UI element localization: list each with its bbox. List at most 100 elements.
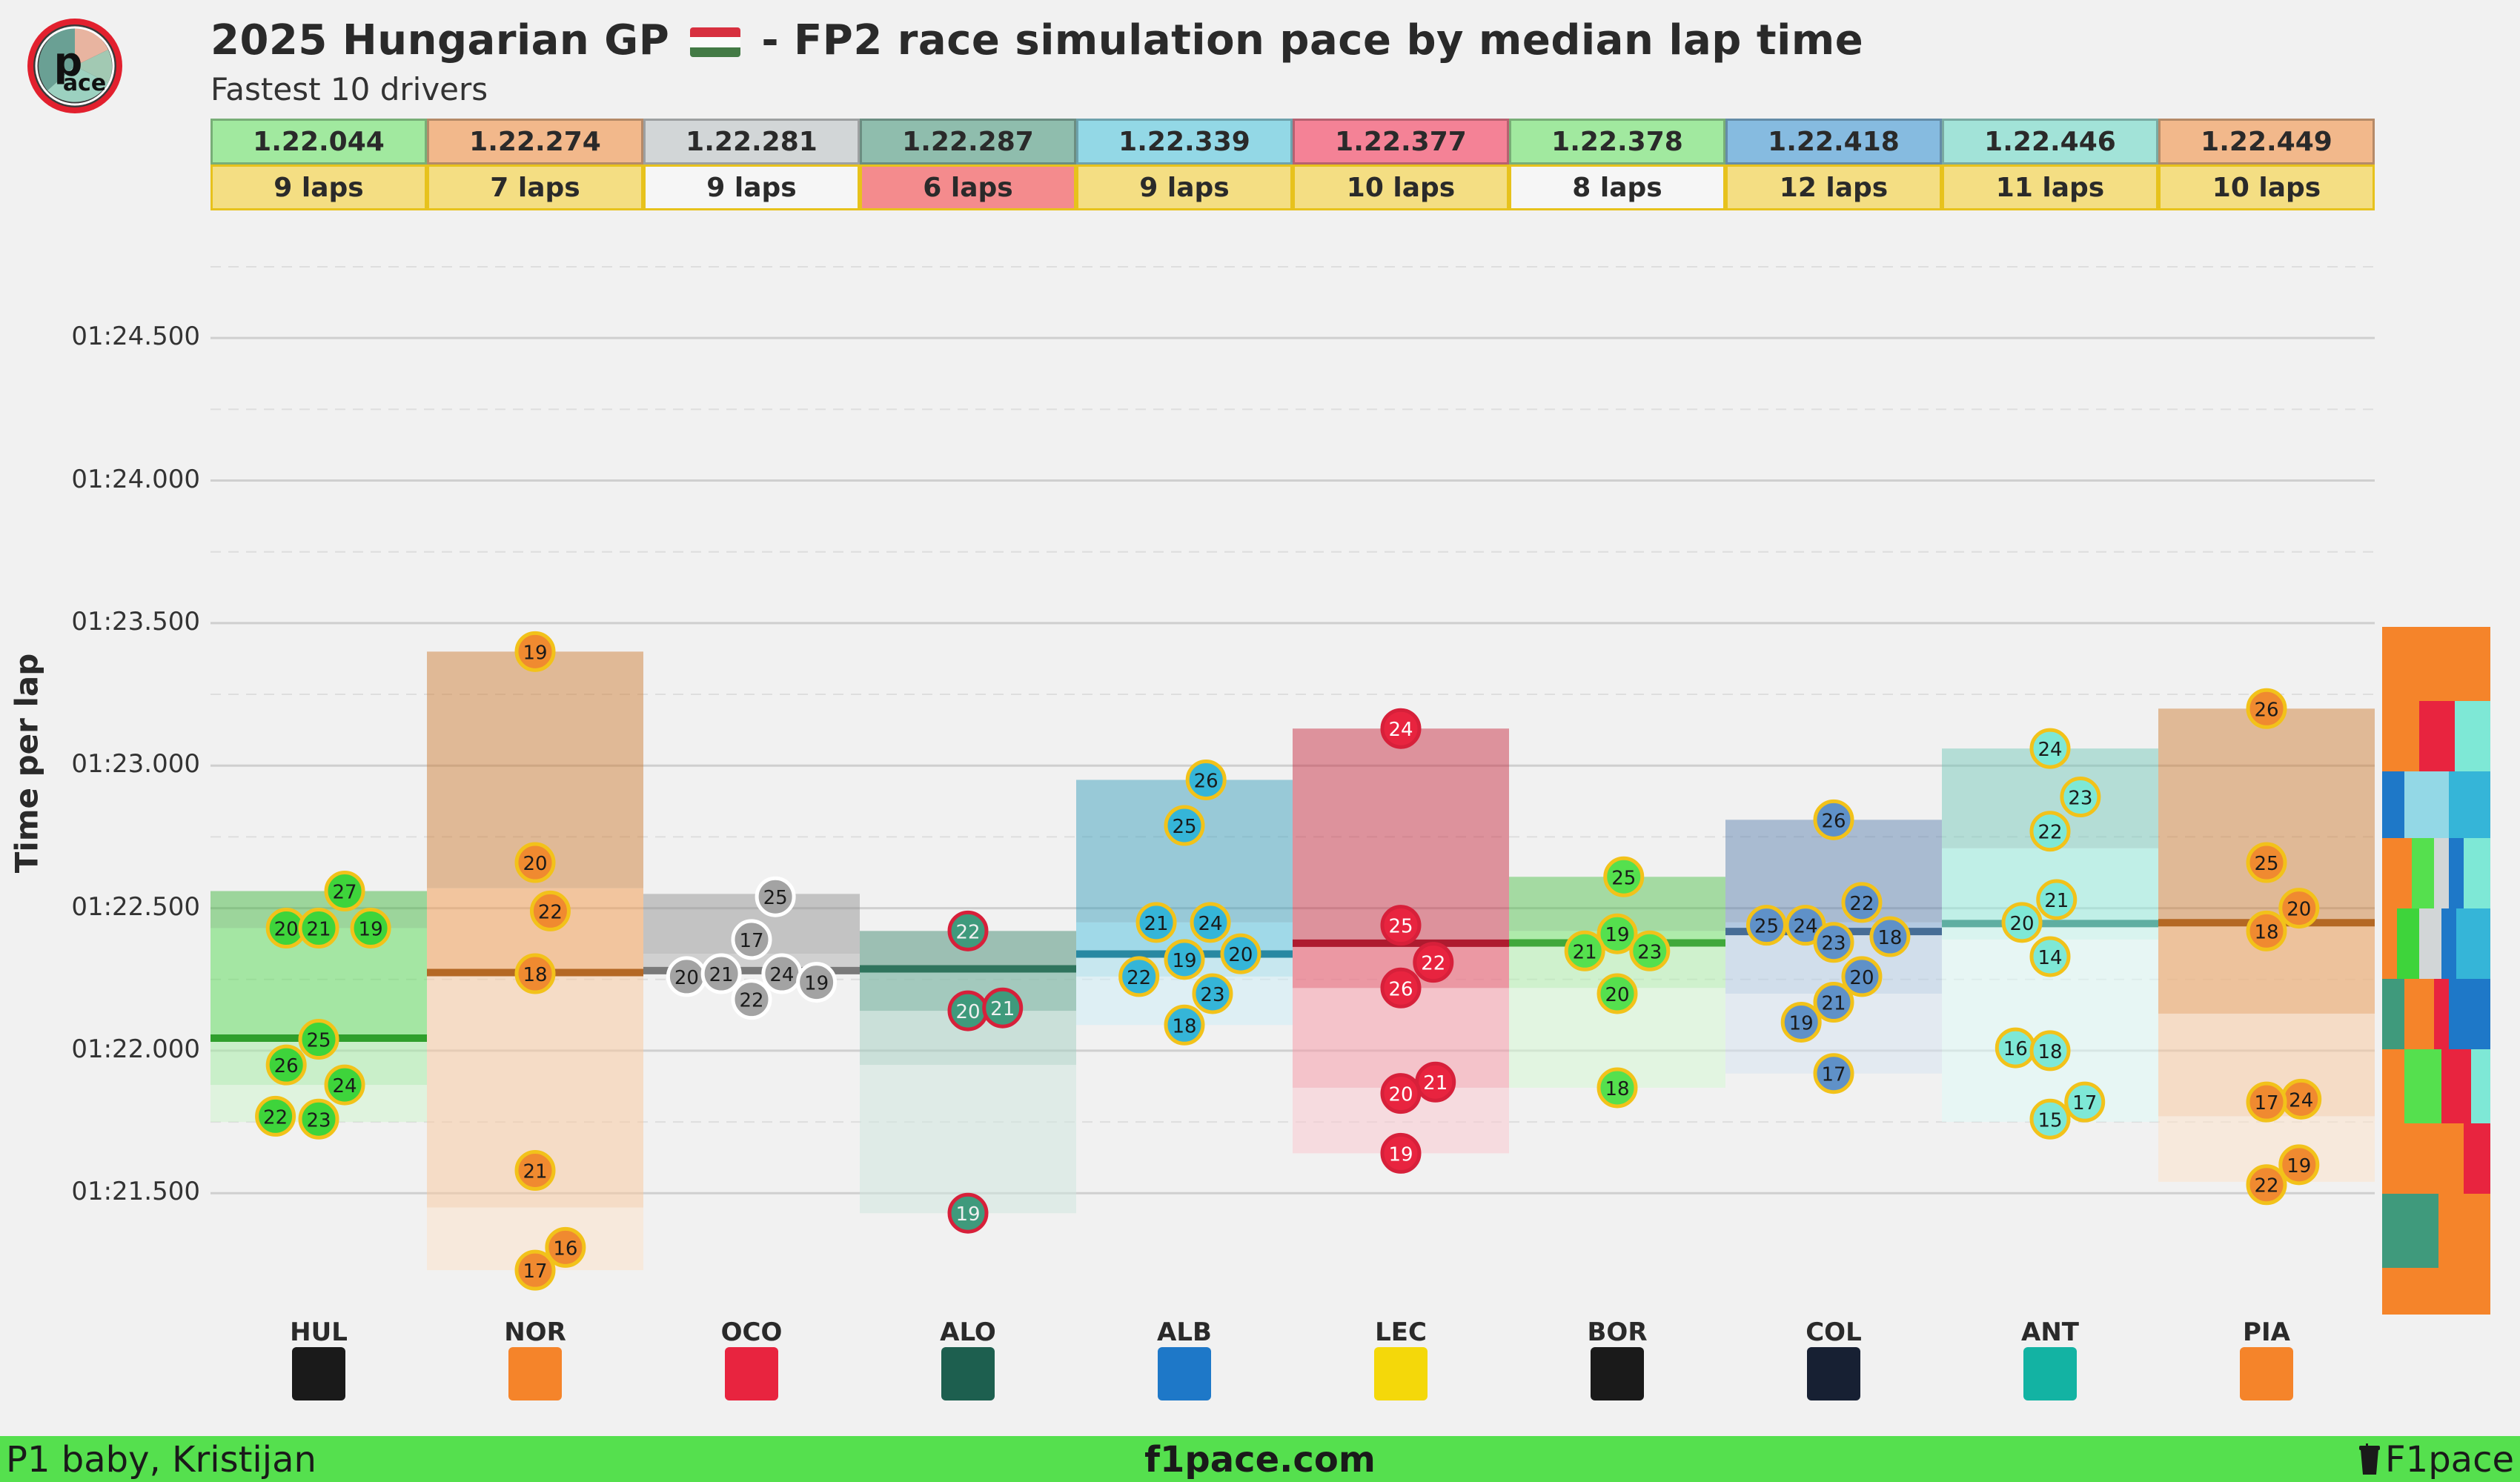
haas-team-icon xyxy=(725,1347,778,1400)
williams-team-icon xyxy=(1158,1347,1211,1400)
lap-point xyxy=(1813,799,1854,840)
lap-point xyxy=(1380,1073,1422,1114)
lap-point xyxy=(545,1226,586,1268)
lap-point xyxy=(298,908,339,949)
lap-point xyxy=(1745,905,1787,946)
lap-point-label: 19 xyxy=(2287,1155,2311,1177)
lap-point-label: 25 xyxy=(1172,816,1196,838)
lap-point xyxy=(700,953,742,994)
box-upper-whisker xyxy=(427,651,643,888)
lap-point-label: 21 xyxy=(1144,913,1168,935)
lap-point-label: 17 xyxy=(1821,1064,1846,1086)
lap-point xyxy=(1564,930,1605,971)
y-tick-label: 01:23.500 xyxy=(71,606,200,637)
lap-point xyxy=(1603,856,1645,897)
lap-point xyxy=(1220,933,1261,974)
lap-point-label: 17 xyxy=(523,1260,547,1283)
footer-site-link[interactable]: f1pace.com xyxy=(1144,1439,1376,1481)
lap-count-cell: 10 laps xyxy=(2158,165,2375,210)
lap-count-cell: 12 laps xyxy=(1725,165,1942,210)
lap-point xyxy=(514,953,556,994)
lap-point-label: 15 xyxy=(2037,1109,2062,1132)
mclaren-team-icon xyxy=(2240,1347,2293,1400)
lap-point xyxy=(1780,1001,1822,1043)
lap-point xyxy=(2278,1144,2320,1186)
lap-point-label: 26 xyxy=(1388,978,1413,1000)
lap-point-label: 21 xyxy=(1573,941,1597,963)
median-time-cell: 1.22.044 xyxy=(210,119,427,165)
lap-point xyxy=(324,1064,365,1106)
driver-code-label: HUL xyxy=(290,1317,348,1347)
lap-point-label: 25 xyxy=(2254,853,2278,875)
lap-point xyxy=(1413,942,1454,983)
lap-point-label: 20 xyxy=(955,1001,980,1023)
chart-title: 2025 Hungarian GP - FP2 race simulation … xyxy=(210,16,1863,64)
logo-letter: p xyxy=(54,39,83,85)
lap-point-label: 19 xyxy=(1789,1012,1814,1034)
lap-point-label: 23 xyxy=(1200,984,1224,1006)
lap-point-label: 21 xyxy=(306,919,331,941)
box-upper-quartile xyxy=(1725,922,1942,932)
lap-point-label: 24 xyxy=(769,964,794,986)
lap-point-label: 14 xyxy=(2037,947,2062,969)
box-upper-whisker xyxy=(860,931,1076,1011)
y-tick-label: 01:21.500 xyxy=(71,1177,200,1207)
lap-point xyxy=(1813,982,1854,1023)
lap-point-label: 20 xyxy=(1228,944,1253,966)
lap-point-label: 22 xyxy=(955,921,980,943)
median-time-cell: 1.22.377 xyxy=(1293,119,1509,165)
median-time-cell: 1.22.281 xyxy=(643,119,860,165)
cup-icon xyxy=(2359,1443,2381,1475)
lap-point xyxy=(2278,888,2320,929)
driver-code-label: ANT xyxy=(2021,1317,2079,1347)
lap-point xyxy=(1841,882,1883,923)
lap-point xyxy=(2246,688,2287,729)
box-upper-whisker xyxy=(2158,708,2375,1014)
lap-point xyxy=(1164,939,1205,980)
lap-point-label: 19 xyxy=(359,919,383,941)
lap-point xyxy=(982,987,1024,1029)
lap-point xyxy=(1380,1132,1422,1174)
lap-point xyxy=(796,962,838,1003)
lap-point-label: 24 xyxy=(1793,916,1817,938)
lap-point-label: 26 xyxy=(1194,770,1218,792)
y-tick-label: 01:22.000 xyxy=(71,1034,200,1064)
chart-subtitle: Fastest 10 drivers xyxy=(210,71,488,107)
ferrari-team-icon xyxy=(1374,1347,1428,1400)
lap-point-label: 19 xyxy=(1605,924,1629,946)
driver-code-label: ALO xyxy=(940,1317,996,1347)
box-upper-quartile xyxy=(1076,922,1293,954)
lap-point xyxy=(1185,759,1227,800)
lap-point-label: 27 xyxy=(332,881,357,903)
lap-point xyxy=(2029,728,2071,769)
lap-point-label: 21 xyxy=(2044,890,2069,912)
lap-count-cell: 9 laps xyxy=(210,165,427,210)
box-upper-whisker xyxy=(1509,877,1725,931)
y-tick-label: 01:24.000 xyxy=(71,464,200,494)
lap-point-label: 23 xyxy=(2068,788,2092,810)
box-upper-quartile xyxy=(643,954,860,971)
lap-point-label: 23 xyxy=(1637,941,1662,963)
box-lower-whisker xyxy=(1076,976,1293,1026)
median-time-cell: 1.22.274 xyxy=(427,119,643,165)
median-time-cell: 1.22.339 xyxy=(1076,119,1293,165)
driver-code-label: BOR xyxy=(1587,1317,1648,1347)
lap-point-label: 24 xyxy=(1198,913,1222,935)
footer-left-text: P1 baby, Kristijan xyxy=(6,1439,316,1481)
lap-point-label: 22 xyxy=(1421,953,1445,975)
lap-point-label: 21 xyxy=(1821,993,1846,1015)
median-time-cell: 1.22.418 xyxy=(1725,119,1942,165)
lap-point-label: 22 xyxy=(263,1106,288,1129)
box-lower-whisker xyxy=(210,1085,427,1123)
y-tick-label: 01:23.000 xyxy=(71,749,200,780)
lap-point-label: 23 xyxy=(306,1109,331,1132)
lap-point-label: 22 xyxy=(2254,1175,2278,1197)
lap-point-label: 22 xyxy=(1127,967,1151,989)
driver-code-label: OCO xyxy=(720,1317,783,1347)
lap-point xyxy=(1192,973,1233,1014)
sauber-team-icon xyxy=(1591,1347,1644,1400)
lap-point xyxy=(514,1249,556,1291)
lap-point xyxy=(350,908,391,949)
y-tick-label: 01:24.500 xyxy=(71,322,200,352)
